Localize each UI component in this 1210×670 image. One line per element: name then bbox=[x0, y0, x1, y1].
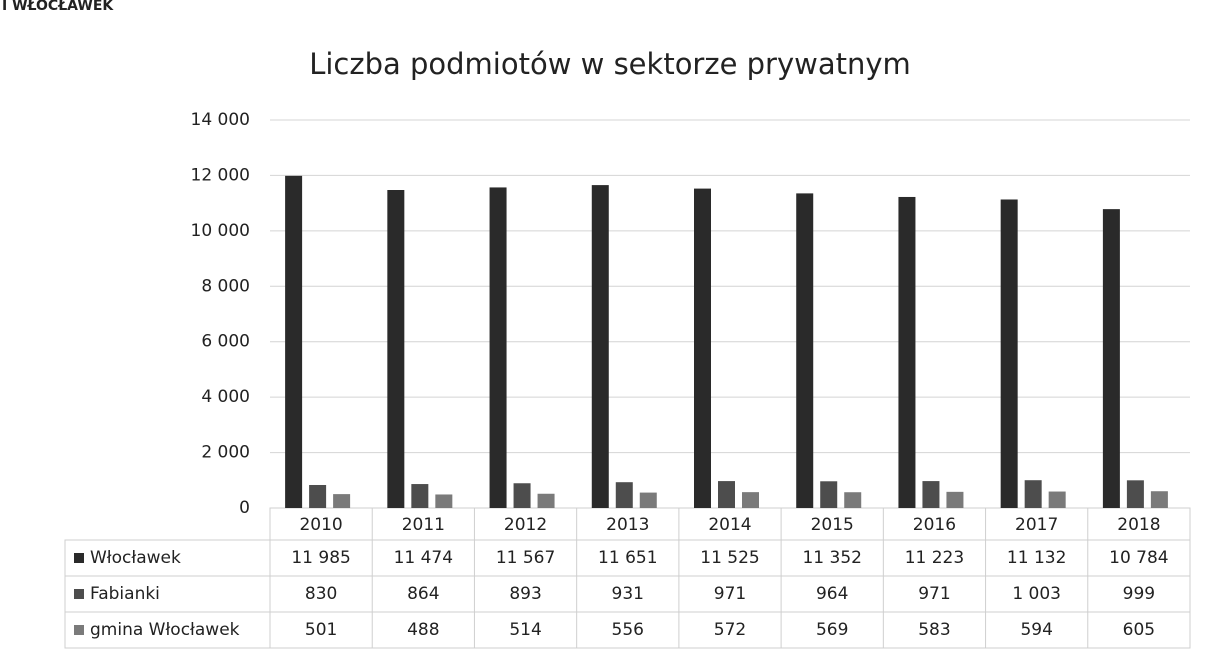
legend-label: Włocławek bbox=[90, 548, 181, 568]
bar bbox=[513, 483, 531, 508]
bar bbox=[898, 196, 916, 508]
data-label: 583 bbox=[918, 620, 950, 640]
data-label: 999 bbox=[1123, 584, 1155, 604]
chart-title: Liczba podmiotów w sektorze prywatnym bbox=[309, 47, 911, 81]
legend-swatch bbox=[74, 589, 84, 599]
legend-swatch bbox=[74, 553, 84, 563]
page-header: I WŁOCŁAWEK bbox=[2, 0, 114, 14]
data-label: 971 bbox=[918, 584, 950, 604]
bar bbox=[1126, 480, 1144, 508]
bar bbox=[946, 491, 964, 508]
data-label: 893 bbox=[509, 584, 541, 604]
bar bbox=[922, 481, 940, 508]
bar bbox=[1150, 491, 1168, 508]
data-label: 11 525 bbox=[700, 548, 759, 568]
data-label: 11 567 bbox=[496, 548, 555, 568]
bar bbox=[489, 187, 507, 508]
bar bbox=[285, 175, 303, 508]
bar bbox=[694, 188, 711, 509]
x-tick-label: 2013 bbox=[606, 515, 649, 535]
data-label: 11 651 bbox=[598, 548, 657, 568]
bar bbox=[742, 492, 759, 508]
legend-label: Fabianki bbox=[90, 584, 160, 604]
bar bbox=[1000, 199, 1018, 509]
bar bbox=[387, 190, 405, 508]
x-tick-label: 2011 bbox=[402, 515, 445, 535]
bar bbox=[537, 493, 555, 508]
bar bbox=[435, 494, 453, 508]
bar bbox=[333, 494, 351, 508]
data-label: 11 132 bbox=[1007, 548, 1066, 568]
x-tick-label: 2012 bbox=[504, 515, 547, 535]
y-tick-label: 6 000 bbox=[201, 332, 250, 352]
bar bbox=[615, 482, 633, 508]
y-tick-label: 0 bbox=[239, 498, 250, 518]
data-label: 10 784 bbox=[1109, 548, 1168, 568]
data-label: 864 bbox=[407, 584, 439, 604]
data-label: 501 bbox=[305, 620, 337, 640]
y-tick-label: 10 000 bbox=[191, 221, 250, 241]
data-label: 11 352 bbox=[802, 548, 861, 568]
data-label: 964 bbox=[816, 584, 848, 604]
bar bbox=[718, 481, 735, 508]
data-label: 11 985 bbox=[291, 548, 350, 568]
data-label: 931 bbox=[612, 584, 644, 604]
data-label: 830 bbox=[305, 584, 337, 604]
data-label: 11 474 bbox=[394, 548, 453, 568]
y-tick-label: 14 000 bbox=[191, 110, 250, 130]
data-label: 556 bbox=[612, 620, 644, 640]
data-label: 971 bbox=[714, 584, 746, 604]
y-tick-label: 2 000 bbox=[201, 443, 250, 463]
x-tick-label: 2016 bbox=[913, 515, 956, 535]
y-tick-label: 8 000 bbox=[201, 276, 250, 296]
y-tick-label: 12 000 bbox=[191, 165, 250, 185]
data-label: 514 bbox=[509, 620, 541, 640]
x-tick-label: 2017 bbox=[1015, 515, 1058, 535]
data-label: 569 bbox=[816, 620, 848, 640]
bar bbox=[639, 492, 657, 508]
legend-swatch bbox=[74, 625, 84, 635]
data-label: 594 bbox=[1020, 620, 1052, 640]
bar bbox=[1048, 491, 1066, 508]
bar bbox=[309, 484, 327, 508]
data-label: 572 bbox=[714, 620, 746, 640]
x-tick-label: 2010 bbox=[299, 515, 342, 535]
data-label: 11 223 bbox=[905, 548, 964, 568]
bar bbox=[1024, 480, 1042, 508]
y-tick-label: 4 000 bbox=[201, 387, 250, 407]
data-label: 488 bbox=[407, 620, 439, 640]
data-label: 605 bbox=[1123, 620, 1155, 640]
bar bbox=[1102, 209, 1120, 508]
bar bbox=[591, 185, 609, 508]
bar bbox=[796, 193, 814, 508]
bar bbox=[411, 484, 429, 508]
data-label: 1 003 bbox=[1012, 584, 1061, 604]
bar bbox=[820, 481, 838, 508]
bar bbox=[844, 492, 862, 508]
x-tick-label: 2015 bbox=[811, 515, 854, 535]
x-tick-label: 2018 bbox=[1117, 515, 1160, 535]
x-tick-label: 2014 bbox=[708, 515, 751, 535]
legend-label: gmina Włocławek bbox=[90, 620, 240, 640]
